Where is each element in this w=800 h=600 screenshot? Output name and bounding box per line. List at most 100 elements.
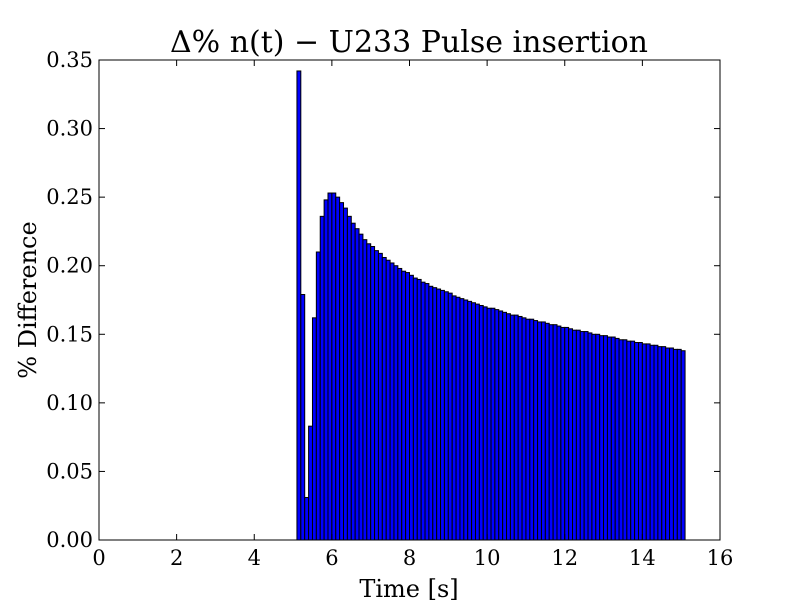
bar xyxy=(385,259,391,541)
bar xyxy=(304,496,310,541)
bar xyxy=(343,207,348,541)
chart-title: Δ% n(t) − U233 Pulse insertion xyxy=(170,25,648,60)
y-tick-label: 0.05 xyxy=(46,459,93,483)
x-tick-label: 12 xyxy=(551,546,578,570)
x-tick-label: 10 xyxy=(474,546,501,570)
ticks-group: 0 2 4 6 8 10 12 14 16 0.00 0.05 0.10 0.15 0.20 0.25 0.3… xyxy=(46,48,733,570)
bar xyxy=(416,278,422,541)
bar xyxy=(478,304,484,541)
bar xyxy=(676,348,682,541)
bar xyxy=(428,285,434,541)
bar xyxy=(587,332,593,541)
bar xyxy=(331,192,337,541)
bar xyxy=(649,344,655,541)
bar xyxy=(412,277,418,541)
bar xyxy=(436,288,442,541)
bar xyxy=(669,347,674,541)
bar xyxy=(482,306,488,541)
bar xyxy=(537,321,542,541)
bar xyxy=(548,324,554,541)
y-tick-label: 0.30 xyxy=(46,117,93,141)
bar xyxy=(455,296,461,541)
bar xyxy=(506,313,511,541)
bar xyxy=(424,283,430,541)
bar xyxy=(665,347,671,541)
x-tick-label: 4 xyxy=(248,546,261,570)
x-axis-label: Time [s] xyxy=(359,575,458,600)
y-tick-label: 0.35 xyxy=(46,48,93,72)
bar xyxy=(486,307,492,541)
bar xyxy=(544,322,550,541)
bar xyxy=(661,346,667,541)
bar xyxy=(420,281,426,541)
bar xyxy=(471,302,476,541)
bar xyxy=(603,335,608,541)
bar xyxy=(498,310,504,541)
bar xyxy=(502,311,508,541)
bar xyxy=(335,196,341,541)
bar xyxy=(443,291,449,541)
bar xyxy=(552,324,558,541)
bar xyxy=(509,314,515,541)
bar xyxy=(517,315,523,541)
y-axis-label: % Difference xyxy=(14,221,42,378)
bar xyxy=(521,317,527,541)
bar xyxy=(490,307,496,541)
bar xyxy=(397,267,403,541)
bar xyxy=(637,342,643,541)
y-tick-label: 0.20 xyxy=(46,254,93,278)
bar xyxy=(327,192,333,541)
bar xyxy=(591,333,597,541)
bar xyxy=(595,333,601,541)
bar xyxy=(599,335,605,541)
bar xyxy=(308,425,313,541)
bar xyxy=(300,294,306,541)
bar xyxy=(374,250,379,541)
bar xyxy=(529,318,535,541)
bar xyxy=(540,321,546,541)
bar xyxy=(579,331,585,541)
bar xyxy=(463,299,469,541)
bar xyxy=(350,222,356,541)
bar xyxy=(459,298,465,541)
bar xyxy=(377,252,383,541)
bar xyxy=(296,70,302,541)
bar xyxy=(641,343,647,541)
y-tick-label: 0.15 xyxy=(46,322,93,346)
bar xyxy=(366,243,372,541)
bar xyxy=(556,325,562,541)
bar xyxy=(315,251,321,541)
x-tick-label: 16 xyxy=(707,546,734,570)
bar xyxy=(401,270,407,541)
bar xyxy=(606,336,612,541)
bar xyxy=(560,326,566,541)
bar xyxy=(393,265,399,541)
bar xyxy=(362,239,368,541)
bar xyxy=(447,292,453,541)
bar xyxy=(618,339,624,541)
bar xyxy=(614,337,620,541)
bar xyxy=(513,314,519,541)
bar xyxy=(610,336,616,541)
bar xyxy=(319,215,325,541)
bar xyxy=(657,346,663,541)
bar xyxy=(381,256,387,541)
bar xyxy=(634,342,639,541)
bar xyxy=(432,287,438,541)
y-tick-label: 0.00 xyxy=(46,528,93,552)
bar xyxy=(323,199,329,541)
bar xyxy=(583,331,589,541)
bar xyxy=(467,300,473,541)
bar xyxy=(370,246,376,541)
bar xyxy=(622,339,628,541)
bar xyxy=(311,317,317,541)
x-tick-label: 8 xyxy=(403,546,416,570)
bar xyxy=(405,272,410,541)
bar xyxy=(409,274,414,541)
bar xyxy=(680,350,686,541)
bar xyxy=(339,202,345,541)
bar xyxy=(672,348,678,541)
bar xyxy=(451,295,457,541)
y-tick-label: 0.10 xyxy=(46,391,93,415)
